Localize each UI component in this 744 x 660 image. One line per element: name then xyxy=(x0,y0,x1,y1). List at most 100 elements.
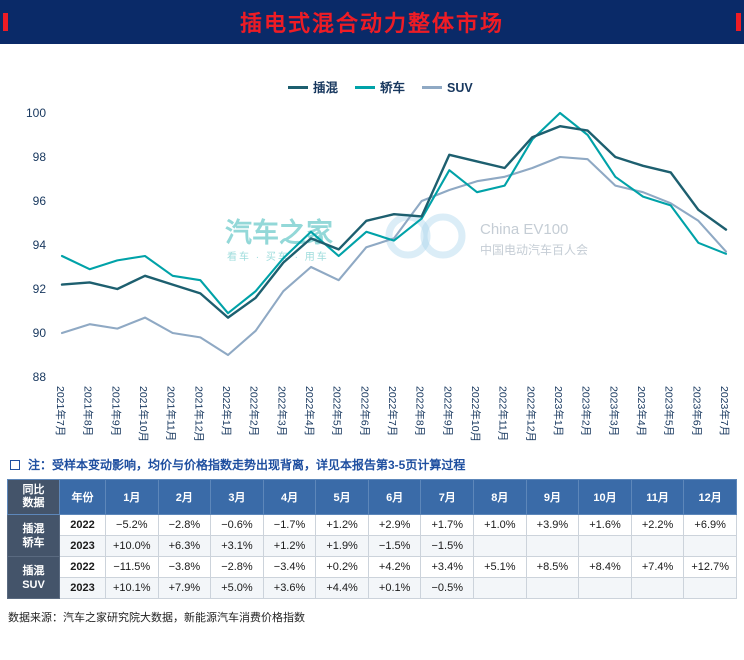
value-cell: +8.4% xyxy=(578,556,632,578)
month-header: 1月 xyxy=(105,479,159,515)
month-header: 7月 xyxy=(420,479,475,515)
table-row: 插混 SUV 2022 −11.5% −3.8% −2.8% −3.4% +0.2% +4.2%… xyxy=(7,556,737,599)
y-tick-label: 90 xyxy=(33,326,47,340)
series-line-轿车 xyxy=(60,111,728,315)
x-tick-label: 2021年9月 xyxy=(109,386,122,436)
x-tick-label: 2023年2月 xyxy=(580,386,593,436)
y-tick-label: 98 xyxy=(33,150,47,164)
group-label-cell: 插混 轿车 xyxy=(7,514,60,557)
legend-swatch-轿车 xyxy=(355,86,375,89)
year-cell: 2023 xyxy=(59,577,106,599)
table-row: 插混 轿车 2022 −5.2% −2.8% −0.6% −1.7% +1.2% +2.9% +1… xyxy=(7,514,737,557)
value-cell: +0.1% xyxy=(367,577,422,599)
value-cell xyxy=(630,535,685,557)
x-tick-label: 2021年11月 xyxy=(165,386,178,441)
x-tick-label: 2021年8月 xyxy=(82,386,95,436)
yoy-table: 同比 数据 年份 1月 2月 3月 4月 5月 6月 7月 8月 9月 10月 11月 12月 插混轿… xyxy=(7,479,737,599)
value-cell xyxy=(683,535,737,557)
value-cell xyxy=(525,577,580,599)
y-tick-label: 100 xyxy=(26,106,46,120)
legend-swatch-SUV xyxy=(422,86,442,89)
table-corner-cell: 同比 数据 xyxy=(7,479,60,515)
y-tick-label: 88 xyxy=(33,370,47,384)
value-cell: +3.9% xyxy=(525,514,580,536)
month-header: 10月 xyxy=(578,479,632,515)
watermark-right-sub: 中国电动汽车百人会 xyxy=(480,242,588,257)
value-cell: −3.4% xyxy=(262,556,317,578)
value-cell: +1.7% xyxy=(420,514,475,536)
x-tick-label: 2022年4月 xyxy=(303,386,316,436)
value-cell: +1.0% xyxy=(473,514,527,536)
value-cell: +3.6% xyxy=(262,577,317,599)
table-row: 2023 +10.1% +7.9% +5.0% +3.6% +4.4% +0.1% −0.5% xyxy=(8,577,737,599)
value-cell: +2.9% xyxy=(367,514,422,536)
chart-area: 汽车之家 看车 · 买车 · 用车 China EV100 中国电动汽车百人会 88 90… xyxy=(0,44,744,455)
value-cell: −1.5% xyxy=(367,535,422,557)
legend-label-轿车: 轿车 xyxy=(380,80,406,95)
value-cell: +5.0% xyxy=(210,577,264,599)
x-tick-label: 2022年11月 xyxy=(497,386,510,441)
value-cell: +6.9% xyxy=(683,514,737,536)
value-cell: +12.7% xyxy=(683,556,737,578)
month-header: 2月 xyxy=(157,479,212,515)
legend-label-SUV: SUV xyxy=(447,81,473,95)
watermark-brand-sub: 看车 · 买车 · 用车 xyxy=(227,250,329,263)
value-cell: +6.3% xyxy=(157,535,212,557)
corner-line-2: 数据 xyxy=(22,497,45,509)
x-tick-label: 2022年2月 xyxy=(248,386,261,436)
month-header: 6月 xyxy=(367,479,422,515)
year-header-cell: 年份 xyxy=(59,479,106,515)
x-tick-label: 2023年3月 xyxy=(607,386,620,436)
note-square-icon xyxy=(10,460,20,470)
value-cell: −0.5% xyxy=(420,577,475,599)
x-tick-label: 2023年4月 xyxy=(635,386,648,436)
year-cell: 2023 xyxy=(59,535,106,557)
y-tick-label: 94 xyxy=(33,238,47,252)
month-header: 9月 xyxy=(525,479,580,515)
value-cell: +2.2% xyxy=(630,514,685,536)
value-cell: +3.4% xyxy=(420,556,475,578)
legend-label-插混: 插混 xyxy=(313,80,339,95)
x-tick-label: 2022年5月 xyxy=(331,386,344,436)
table-header-row: 同比 数据 年份 1月 2月 3月 4月 5月 6月 7月 8月 9月 10月 11月 12月 xyxy=(7,479,737,515)
table-row: 2023 +10.0% +6.3% +3.1% +1.2% +1.9% −1.5% −1.5% xyxy=(8,535,737,557)
value-cell: −1.7% xyxy=(262,514,317,536)
x-tick-label: 2022年9月 xyxy=(441,386,454,436)
right-corner-mark-icon xyxy=(736,13,741,31)
value-cell: +7.9% xyxy=(157,577,212,599)
value-cell: +1.9% xyxy=(315,535,369,557)
value-cell xyxy=(683,577,737,599)
series-line-SUV xyxy=(60,155,728,357)
page-title: 插电式混合动力整体市场 xyxy=(239,11,504,36)
x-tick-label: 2023年1月 xyxy=(552,386,565,436)
x-tick-label: 2023年5月 xyxy=(663,386,676,436)
left-corner-mark-icon xyxy=(3,13,8,31)
value-cell: −0.6% xyxy=(210,514,264,536)
value-cell: +10.0% xyxy=(105,535,159,557)
corner-line-1: 同比 xyxy=(22,484,45,496)
year-cell: 2022 xyxy=(59,514,106,536)
value-cell: +0.2% xyxy=(315,556,369,578)
x-tick-label: 2022年3月 xyxy=(275,386,288,436)
month-header: 4月 xyxy=(262,479,317,515)
watermark-brand: 汽车之家 xyxy=(225,217,333,248)
table-body: 插混 轿车 2022 −5.2% −2.8% −0.6% −1.7% +1.2% +2.9% +1… xyxy=(7,514,737,599)
series-line-插混 xyxy=(60,124,728,319)
watermark-circle-icon xyxy=(385,213,431,259)
value-cell: −2.8% xyxy=(157,514,212,536)
y-tick-label: 96 xyxy=(33,194,47,208)
note-row: 注：受样本变动影响，均价与价格指数走势出现背离，详见本报告第3-5页计算过程 xyxy=(10,457,734,473)
value-cell xyxy=(630,577,685,599)
value-cell: +1.2% xyxy=(315,514,369,536)
value-cell: +5.1% xyxy=(473,556,527,578)
value-cell xyxy=(473,577,527,599)
x-tick-label: 2022年1月 xyxy=(220,386,233,436)
value-cell: +4.4% xyxy=(315,577,369,599)
value-cell: +1.2% xyxy=(262,535,317,557)
value-cell: +10.1% xyxy=(105,577,159,599)
month-header: 8月 xyxy=(473,479,527,515)
value-cell: −3.8% xyxy=(157,556,212,578)
month-header: 3月 xyxy=(210,479,264,515)
value-cell xyxy=(578,535,632,557)
